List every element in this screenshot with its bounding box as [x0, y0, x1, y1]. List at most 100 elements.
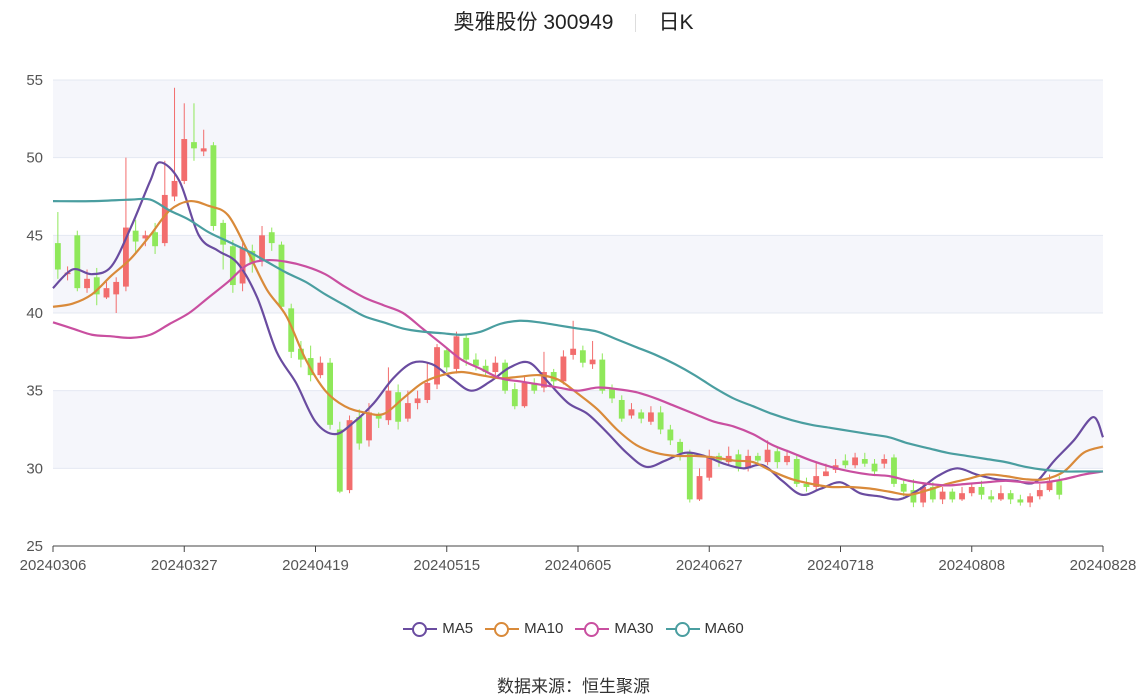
legend-marker-icon — [665, 621, 700, 637]
candle-body — [628, 409, 635, 416]
y-tick-label: 55 — [26, 72, 43, 89]
candle-body — [288, 308, 295, 352]
candle-body — [317, 362, 324, 376]
candle-body — [541, 372, 547, 388]
legend-marker-icon — [403, 621, 438, 637]
candle-body — [249, 250, 256, 264]
candle-body — [346, 420, 353, 491]
candle-body — [502, 362, 508, 391]
candle-body — [356, 417, 363, 444]
candle-body — [589, 359, 596, 365]
candle-body — [677, 441, 683, 453]
candle-body — [278, 244, 285, 307]
candle-body — [891, 457, 897, 484]
candle-body — [327, 362, 333, 425]
candle-body — [550, 372, 557, 382]
candle-body — [609, 389, 615, 399]
y-tick-label: 30 — [26, 460, 43, 477]
kline-chart: 25 30 35 40 45 50 55 20240306 20240327 20240419 20… — [20, 72, 1137, 574]
candle-body — [268, 232, 275, 244]
candle-body — [638, 412, 645, 419]
candle-body — [988, 496, 995, 500]
candle-body — [54, 243, 61, 270]
x-tick-label: 20240327 — [151, 557, 218, 574]
candle-body — [881, 459, 888, 464]
candle-body — [171, 180, 178, 197]
grid-band — [53, 390, 1103, 469]
candle-body — [220, 222, 227, 245]
source-label: 数据来源： — [497, 677, 582, 696]
grid-band — [53, 235, 1103, 313]
candle-body — [618, 399, 625, 419]
candle-body — [696, 476, 703, 500]
candle-body — [764, 449, 771, 463]
legend-item-ma5[interactable]: MA5 — [403, 620, 473, 637]
candle-body — [103, 288, 110, 298]
legend-label: MA60 — [704, 620, 744, 637]
legend-item-ma30[interactable]: MA30 — [575, 620, 654, 637]
x-tick-label: 20240808 — [938, 557, 1005, 574]
x-tick-label: 20240306 — [20, 557, 87, 574]
x-tick-label: 20240828 — [1070, 557, 1137, 574]
candle-body — [599, 359, 606, 391]
y-tick-label: 45 — [26, 227, 43, 244]
legend-label: MA5 — [442, 620, 474, 637]
candle-body — [570, 348, 577, 355]
candle-body — [852, 457, 858, 466]
candle-body — [784, 455, 790, 463]
candle-body — [774, 451, 781, 463]
candle-body — [191, 142, 197, 149]
candle-body — [298, 348, 304, 360]
candle-body — [200, 148, 207, 152]
candle-body — [842, 460, 849, 466]
candle-body — [686, 452, 693, 500]
chart-legend: MA5 MA10 MA30 MA60 — [0, 620, 1147, 641]
x-tick-label: 20240419 — [282, 557, 349, 574]
y-tick-label: 50 — [26, 150, 43, 167]
candle-body — [949, 491, 956, 500]
candle-body — [424, 382, 431, 400]
candle-body — [239, 247, 246, 284]
candle-body — [871, 463, 878, 472]
ma-line-ma30 — [52, 258, 1104, 487]
candle-body — [152, 232, 158, 247]
candle-body — [861, 459, 868, 464]
candle-body — [579, 350, 586, 363]
candle-body — [939, 491, 946, 500]
chart-header: 奥雅股份 300949 日K — [0, 8, 1147, 38]
candle-body — [229, 246, 236, 286]
candle-body — [754, 455, 761, 461]
candle-body — [113, 281, 120, 295]
candle-body — [803, 483, 810, 487]
candle-body — [375, 415, 382, 419]
legend-item-ma10[interactable]: MA10 — [485, 620, 563, 637]
candle-body — [142, 235, 149, 239]
candle-body — [910, 490, 917, 503]
candle-body — [959, 493, 965, 500]
ma-line-ma60 — [52, 197, 1103, 473]
candle-body — [93, 277, 100, 295]
candle-body — [181, 139, 188, 181]
candle-body — [823, 471, 829, 477]
candle-body — [998, 493, 1004, 500]
candle-body — [404, 403, 411, 419]
grid-band — [53, 80, 1103, 158]
candle-body — [531, 382, 538, 391]
candle-body — [336, 429, 343, 492]
candle-body — [1056, 480, 1063, 495]
candle-body — [920, 486, 927, 503]
candle-body — [900, 483, 907, 492]
y-tick-label: 25 — [26, 538, 43, 555]
chart-title: 奥雅股份 300949 — [453, 11, 614, 34]
x-tick-label: 20240627 — [676, 557, 743, 574]
candle-body — [473, 359, 479, 366]
candle-body — [511, 389, 518, 407]
title-separator — [635, 14, 637, 33]
candle-body — [385, 390, 392, 421]
candle-body — [929, 486, 936, 500]
period-label: 日K — [658, 11, 694, 34]
ma-line-ma5 — [52, 161, 1105, 501]
x-tick-label: 20240515 — [413, 557, 480, 574]
candle-body — [521, 382, 528, 407]
legend-item-ma60[interactable]: MA60 — [665, 620, 744, 637]
